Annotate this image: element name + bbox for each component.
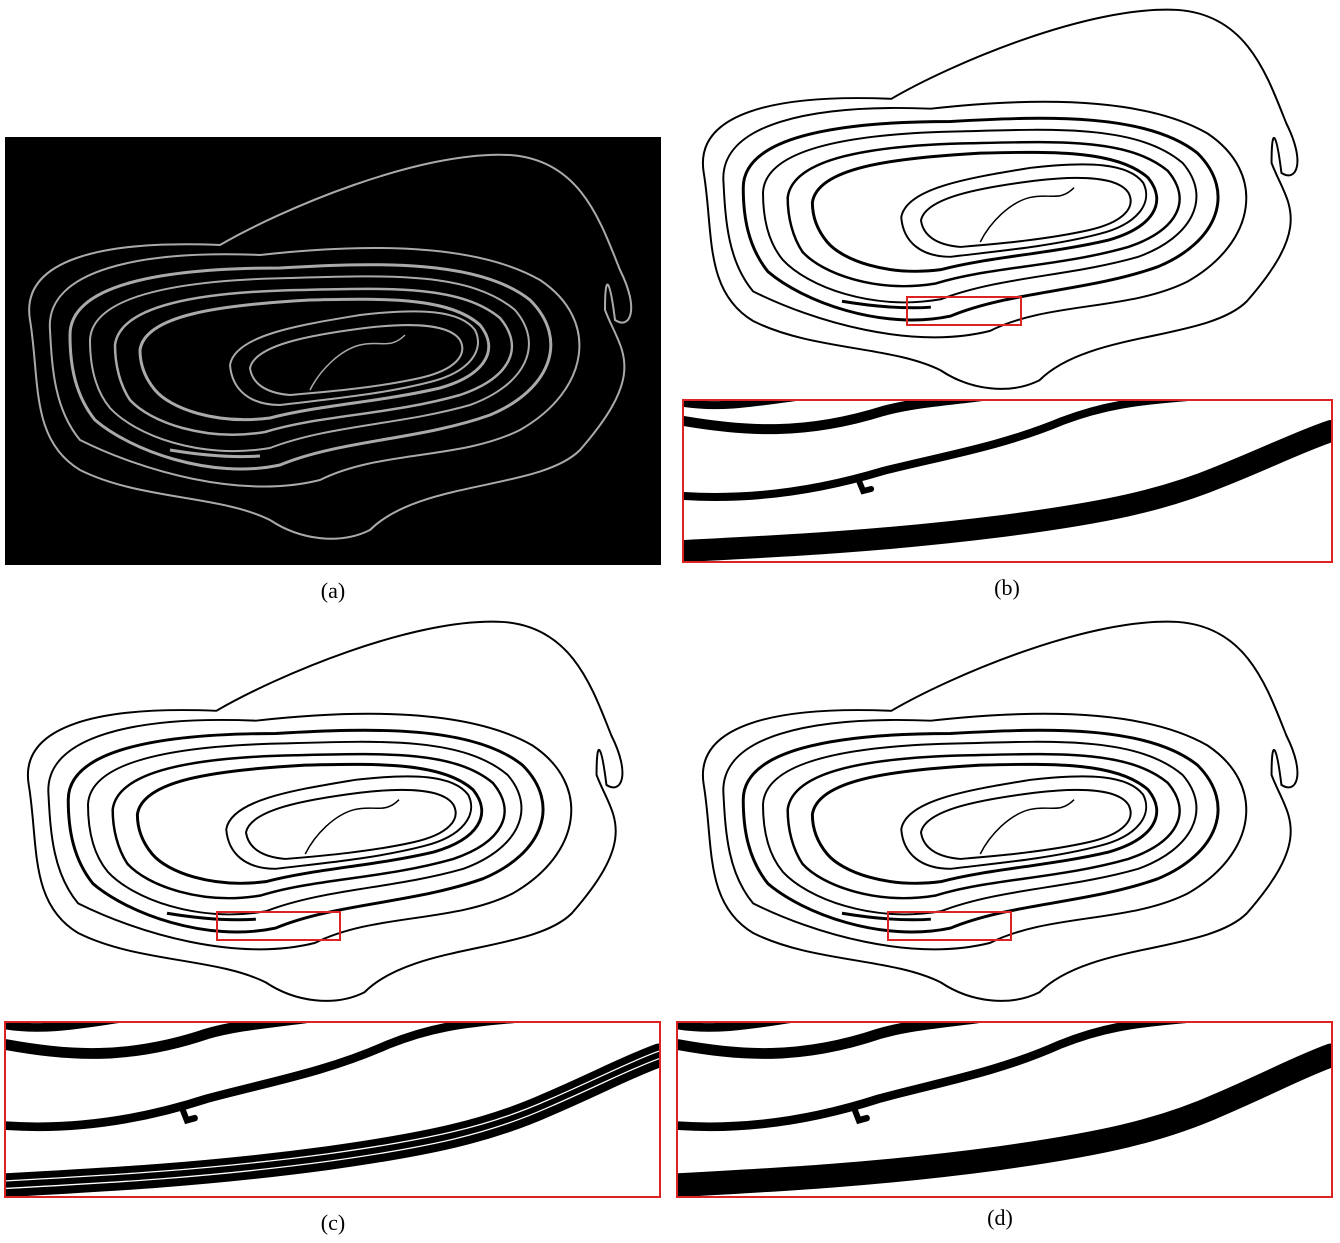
zoom-box [887, 911, 1012, 941]
panel-label: (b) [994, 575, 1020, 600]
panel-label: (c) [321, 1210, 345, 1235]
zoom-box [906, 296, 1022, 326]
image-a [5, 137, 661, 565]
panel-label: (d) [987, 1205, 1013, 1230]
contours-b [701, 8, 1299, 391]
panel-label: (a) [321, 578, 345, 603]
inset-content [6, 1018, 659, 1189]
contours-c [26, 620, 624, 1003]
zoom-box [216, 911, 341, 941]
contours-d [701, 620, 1299, 1003]
